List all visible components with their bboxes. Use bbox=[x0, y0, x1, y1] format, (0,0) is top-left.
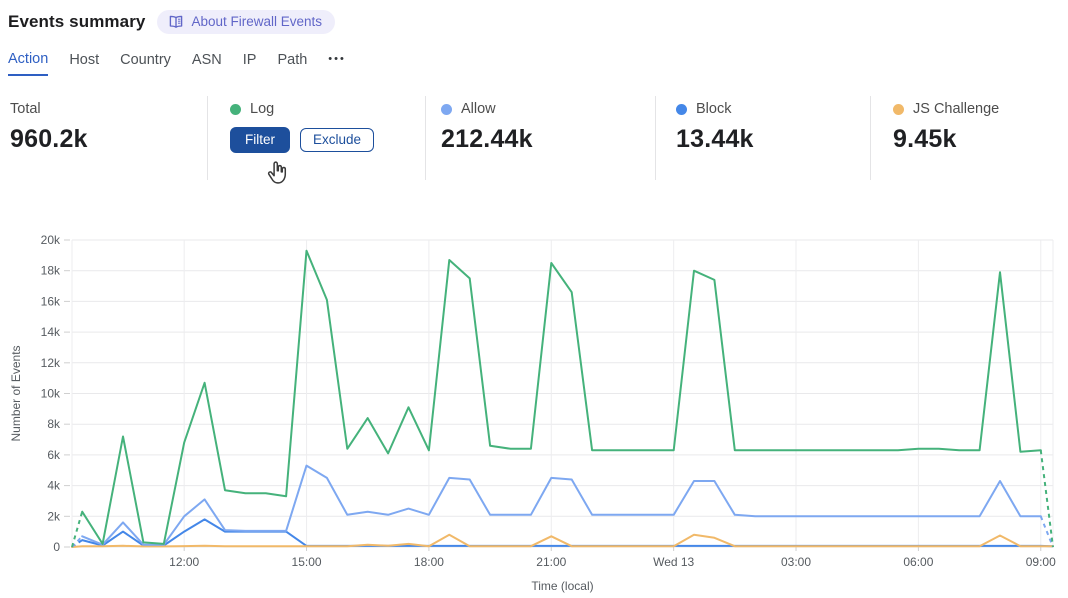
stat-js-challenge-label: JS Challenge bbox=[913, 101, 1000, 117]
series-line-js-challenge bbox=[71, 533, 1054, 548]
y-tick-label: 10k bbox=[41, 387, 61, 401]
y-tick-label: 6k bbox=[47, 448, 61, 462]
log-legend-dot bbox=[230, 103, 241, 115]
tab-action[interactable]: Action bbox=[8, 51, 49, 76]
y-tick-label: 12k bbox=[41, 356, 61, 370]
book-icon bbox=[168, 15, 184, 29]
filter-button[interactable]: Filter bbox=[230, 127, 290, 153]
tab-country[interactable]: Country bbox=[120, 52, 171, 68]
x-tick-label: 15:00 bbox=[292, 555, 322, 569]
about-badge-label: About Firewall Events bbox=[191, 14, 323, 29]
tab-asn[interactable]: ASN bbox=[191, 52, 222, 68]
allow-legend-dot bbox=[441, 103, 452, 115]
x-tick-label: 12:00 bbox=[169, 555, 199, 569]
series-dash-end bbox=[1039, 450, 1054, 548]
stats-row: Total 960.2k Log Filter Exclude Allow 21… bbox=[0, 96, 1068, 180]
x-tick-label: 18:00 bbox=[414, 555, 444, 569]
exclude-button[interactable]: Exclude bbox=[300, 128, 375, 152]
series-line-allow bbox=[81, 464, 1042, 546]
about-firewall-events-badge[interactable]: About Firewall Events bbox=[157, 10, 336, 34]
x-tick-label: 06:00 bbox=[903, 555, 933, 569]
series-dash-end bbox=[1039, 515, 1054, 548]
series-line-block bbox=[81, 518, 1054, 548]
x-tick-label: 09:00 bbox=[1026, 555, 1056, 569]
page-title: Events summary bbox=[8, 12, 146, 31]
stat-allow[interactable]: Allow 212.44k bbox=[425, 96, 655, 180]
y-tick-label: 0 bbox=[53, 540, 60, 554]
js-challenge-legend-dot bbox=[893, 103, 904, 115]
stat-log-label: Log bbox=[250, 101, 275, 117]
tab-path[interactable]: Path bbox=[277, 52, 308, 68]
tab-ip[interactable]: IP bbox=[242, 52, 257, 68]
tab-bar: Action Host Country ASN IP Path ••• bbox=[8, 51, 1068, 76]
x-tick-label: 21:00 bbox=[536, 555, 566, 569]
y-tick-label: 2k bbox=[47, 509, 61, 523]
y-tick-label: 18k bbox=[41, 264, 61, 278]
stat-allow-value: 212.44k bbox=[441, 125, 533, 153]
y-tick-label: 14k bbox=[41, 325, 61, 339]
header: Events summary About Firewall Events bbox=[0, 0, 1068, 34]
stat-log[interactable]: Log Filter Exclude bbox=[207, 96, 425, 180]
x-axis-title: Time (local) bbox=[531, 579, 593, 593]
y-tick-label: 20k bbox=[41, 233, 61, 247]
series-dash-start bbox=[71, 535, 83, 548]
stat-block[interactable]: Block 13.44k bbox=[655, 96, 870, 180]
y-axis-title: Number of Events bbox=[9, 345, 23, 441]
tab-host[interactable]: Host bbox=[69, 52, 100, 68]
stat-total-label: Total bbox=[10, 101, 41, 117]
x-tick-label: 03:00 bbox=[781, 555, 811, 569]
stat-block-label: Block bbox=[696, 101, 732, 117]
stat-block-value: 13.44k bbox=[676, 125, 754, 153]
y-tick-label: 8k bbox=[47, 417, 61, 431]
y-tick-label: 4k bbox=[47, 479, 61, 493]
more-tabs-icon[interactable]: ••• bbox=[328, 53, 346, 65]
series-dash-start bbox=[71, 511, 84, 548]
stat-allow-label: Allow bbox=[461, 101, 496, 117]
stat-total: Total 960.2k bbox=[0, 96, 207, 180]
y-tick-label: 16k bbox=[41, 294, 61, 308]
stat-js-challenge[interactable]: JS Challenge 9.45k bbox=[870, 96, 1068, 180]
block-legend-dot bbox=[676, 103, 687, 115]
series-line-log bbox=[81, 249, 1042, 545]
x-tick-label: Wed 13 bbox=[653, 555, 694, 569]
stat-total-value: 960.2k bbox=[10, 125, 88, 153]
stat-js-challenge-value: 9.45k bbox=[893, 125, 957, 153]
